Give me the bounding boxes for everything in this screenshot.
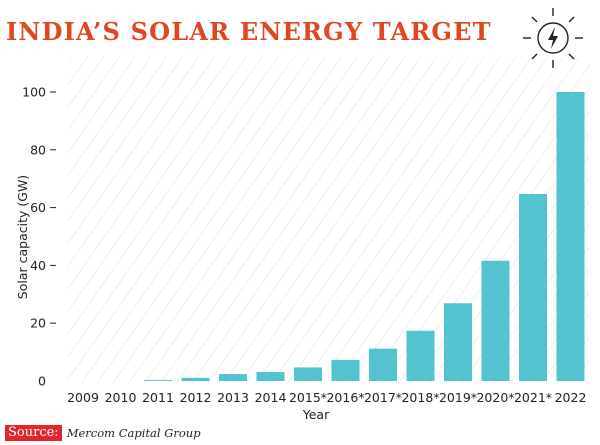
bar-2022 bbox=[556, 92, 585, 381]
bar-2016 bbox=[331, 359, 360, 381]
bar-2020 bbox=[481, 260, 510, 381]
x-tick-label: 2017* bbox=[364, 390, 402, 405]
bar-2021 bbox=[519, 194, 547, 381]
bar-2017 bbox=[369, 348, 397, 381]
x-tick-label: 2014 bbox=[255, 390, 287, 405]
x-tick-label: 2022 bbox=[555, 390, 587, 405]
x-tick-label: 2020* bbox=[476, 390, 514, 405]
bar-2018 bbox=[406, 330, 435, 381]
bar-2013 bbox=[219, 374, 247, 381]
y-tick-label: 80 bbox=[30, 142, 46, 157]
x-tick-label: 2013 bbox=[217, 390, 249, 405]
x-tick-label: 2019* bbox=[439, 390, 477, 405]
x-tick-label: 2011 bbox=[142, 390, 174, 405]
x-tick-label: 2018* bbox=[401, 390, 439, 405]
bar-2012 bbox=[181, 377, 210, 381]
y-tick-label: 40 bbox=[30, 258, 46, 273]
source-note: Source: Mercom Capital Group bbox=[5, 425, 201, 441]
plot-background-hatch bbox=[68, 57, 590, 383]
sun-lightning-icon bbox=[523, 8, 583, 68]
y-tick-label: 60 bbox=[30, 200, 46, 215]
y-tick-label: 0 bbox=[38, 374, 46, 389]
y-tick-label: 20 bbox=[30, 316, 46, 331]
x-tick-label: 2009 bbox=[67, 390, 99, 405]
x-tick-label: 2010 bbox=[105, 390, 137, 405]
bar-2011 bbox=[144, 380, 172, 381]
y-axis-label: Solar capacity (GW) bbox=[15, 175, 30, 299]
x-tick-label: 2016* bbox=[326, 390, 364, 405]
source-label: Source: bbox=[5, 425, 62, 441]
source-value: Mercom Capital Group bbox=[66, 426, 201, 440]
x-tick-label: 2015* bbox=[289, 390, 327, 405]
x-tick-label: 2012 bbox=[180, 390, 212, 405]
x-tick-label: 2021* bbox=[514, 390, 552, 405]
y-tick-label: 100 bbox=[22, 85, 46, 100]
bar-2019 bbox=[444, 303, 472, 381]
chart-title: INDIA’S SOLAR ENERGY TARGET bbox=[6, 17, 492, 46]
bar-2014 bbox=[256, 372, 285, 381]
x-axis-label: Year bbox=[302, 407, 330, 422]
bar-2015 bbox=[294, 367, 322, 381]
